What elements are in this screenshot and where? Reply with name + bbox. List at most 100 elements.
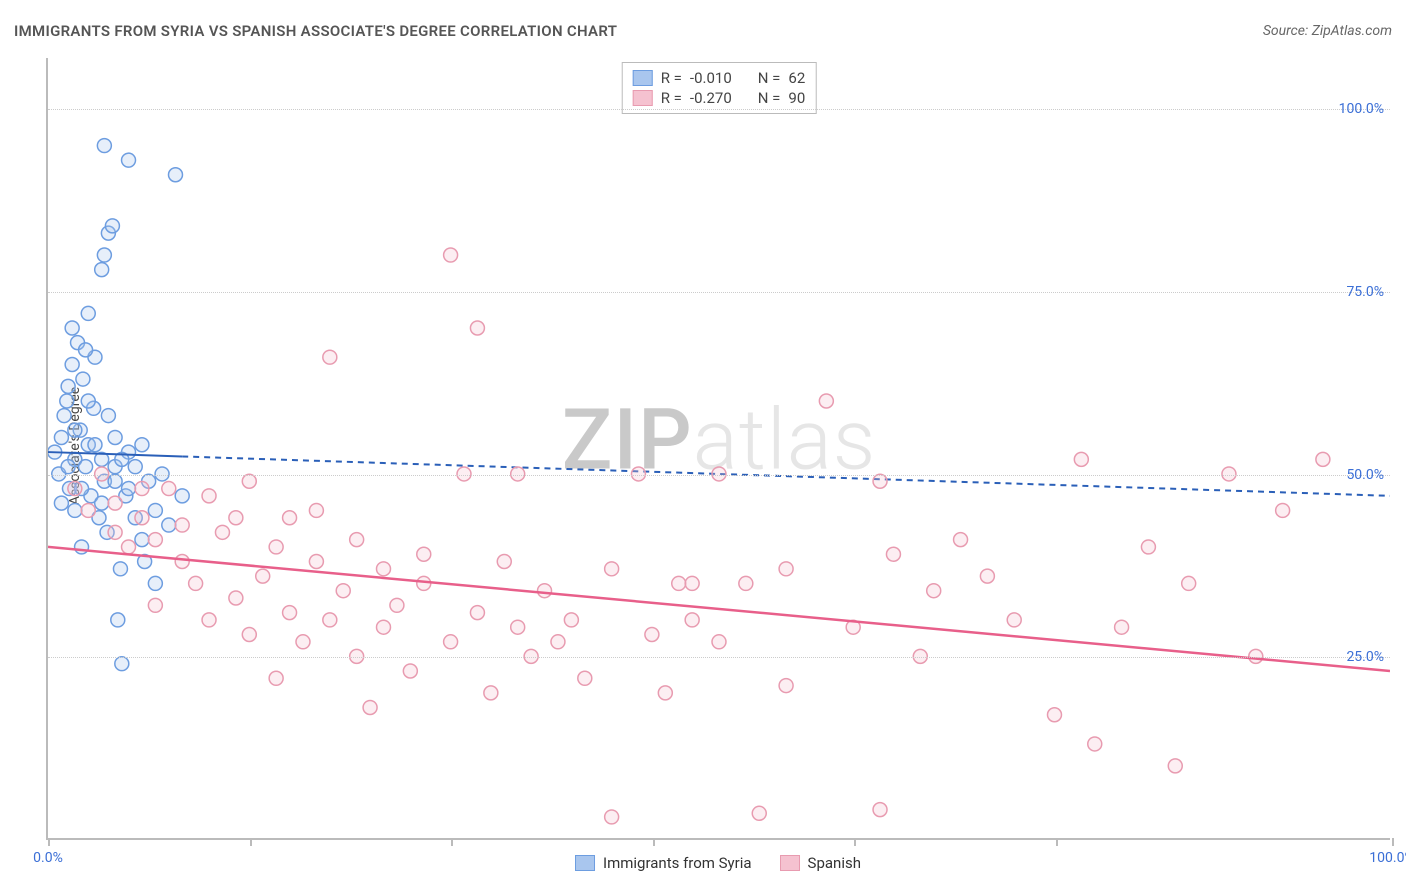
scatter-point-syria xyxy=(68,503,82,517)
scatter-point-spanish xyxy=(444,635,458,649)
scatter-point-spanish xyxy=(1168,759,1182,773)
scatter-point-spanish xyxy=(81,503,95,517)
scatter-point-syria xyxy=(97,139,111,153)
scatter-point-syria xyxy=(135,533,149,547)
scatter-svg xyxy=(48,58,1390,839)
scatter-point-syria xyxy=(60,394,74,408)
legend-stats-row-spanish: R = -0.270 N = 90 xyxy=(633,89,806,107)
scatter-point-spanish xyxy=(309,503,323,517)
scatter-point-syria xyxy=(135,438,149,452)
scatter-point-spanish xyxy=(658,686,672,700)
scatter-point-spanish xyxy=(484,686,498,700)
legend-item-syria: Immigrants from Syria xyxy=(575,854,752,872)
scatter-point-spanish xyxy=(873,474,887,488)
scatter-point-syria xyxy=(115,657,129,671)
scatter-point-spanish xyxy=(605,562,619,576)
scatter-point-spanish xyxy=(323,613,337,627)
grid-line xyxy=(48,475,1390,476)
scatter-point-syria xyxy=(61,379,75,393)
scatter-point-spanish xyxy=(283,606,297,620)
chart-header: IMMIGRANTS FROM SYRIA VS SPANISH ASSOCIA… xyxy=(14,22,1392,40)
source-label: Source: xyxy=(1263,23,1308,39)
scatter-point-syria xyxy=(113,562,127,576)
scatter-point-spanish xyxy=(296,635,310,649)
scatter-point-spanish xyxy=(752,806,766,820)
y-tick-label: 100.0% xyxy=(1339,101,1384,117)
scatter-point-spanish xyxy=(122,540,136,554)
scatter-point-syria xyxy=(168,168,182,182)
chart-source: Source: ZipAtlas.com xyxy=(1263,23,1392,39)
scatter-point-syria xyxy=(88,438,102,452)
scatter-point-spanish xyxy=(1276,503,1290,517)
scatter-point-spanish xyxy=(108,496,122,510)
trend-line-dashed-syria xyxy=(182,456,1390,495)
scatter-point-spanish xyxy=(511,620,525,634)
scatter-point-syria xyxy=(65,321,79,335)
scatter-point-spanish xyxy=(980,569,994,583)
scatter-point-spanish xyxy=(162,482,176,496)
plot-frame: ZIPatlas R = -0.010 N = 62 R = -0.270 N … xyxy=(46,58,1390,840)
scatter-point-spanish xyxy=(927,584,941,598)
y-tick-label: 25.0% xyxy=(1346,649,1384,665)
scatter-point-spanish xyxy=(819,394,833,408)
scatter-point-spanish xyxy=(779,562,793,576)
scatter-point-spanish xyxy=(470,606,484,620)
scatter-point-syria xyxy=(65,358,79,372)
grid-line xyxy=(48,657,1390,658)
scatter-point-spanish xyxy=(363,700,377,714)
y-tick-label: 75.0% xyxy=(1346,284,1384,300)
x-tick-label: 100.0% xyxy=(1369,850,1406,866)
scatter-point-spanish xyxy=(242,474,256,488)
n-value-syria: 62 xyxy=(788,69,805,87)
scatter-point-spanish xyxy=(1007,613,1021,627)
scatter-point-spanish xyxy=(1182,576,1196,590)
scatter-point-syria xyxy=(148,503,162,517)
scatter-point-spanish xyxy=(645,628,659,642)
trend-line-spanish xyxy=(48,547,1390,671)
scatter-point-spanish xyxy=(269,671,283,685)
scatter-point-spanish xyxy=(685,613,699,627)
n-label: N = xyxy=(758,69,781,87)
scatter-point-spanish xyxy=(605,810,619,824)
scatter-point-spanish xyxy=(323,350,337,364)
scatter-point-spanish xyxy=(202,613,216,627)
scatter-point-spanish xyxy=(1141,540,1155,554)
scatter-point-spanish xyxy=(1088,737,1102,751)
x-tick xyxy=(451,838,453,846)
x-tick xyxy=(1392,838,1394,846)
scatter-point-spanish xyxy=(564,613,578,627)
scatter-point-spanish xyxy=(229,511,243,525)
y-tick-label: 50.0% xyxy=(1346,467,1384,483)
scatter-point-spanish xyxy=(739,576,753,590)
scatter-point-spanish xyxy=(497,555,511,569)
legend-label-syria: Immigrants from Syria xyxy=(603,854,752,872)
legend-stats-row-syria: R = -0.010 N = 62 xyxy=(633,69,806,87)
x-tick-label: 0.0% xyxy=(33,850,63,866)
n-value-spanish: 90 xyxy=(788,89,805,107)
scatter-point-syria xyxy=(101,409,115,423)
legend-stats: R = -0.010 N = 62 R = -0.270 N = 90 xyxy=(622,62,817,114)
scatter-point-syria xyxy=(162,518,176,532)
scatter-point-syria xyxy=(81,394,95,408)
source-value: ZipAtlas.com xyxy=(1312,23,1392,39)
scatter-point-spanish xyxy=(417,547,431,561)
scatter-point-spanish xyxy=(108,525,122,539)
scatter-point-syria xyxy=(68,423,82,437)
scatter-point-spanish xyxy=(685,576,699,590)
scatter-point-spanish xyxy=(189,576,203,590)
scatter-point-spanish xyxy=(148,598,162,612)
legend-swatch-syria xyxy=(633,70,653,86)
x-tick xyxy=(48,838,50,846)
scatter-point-spanish xyxy=(215,525,229,539)
scatter-point-spanish xyxy=(1047,708,1061,722)
scatter-point-syria xyxy=(61,460,75,474)
scatter-point-syria xyxy=(54,496,68,510)
scatter-point-spanish xyxy=(873,803,887,817)
scatter-point-syria xyxy=(75,540,89,554)
scatter-point-spanish xyxy=(712,635,726,649)
scatter-point-spanish xyxy=(390,598,404,612)
scatter-point-spanish xyxy=(175,518,189,532)
scatter-point-syria xyxy=(97,248,111,262)
scatter-point-syria xyxy=(122,482,136,496)
scatter-point-syria xyxy=(54,430,68,444)
